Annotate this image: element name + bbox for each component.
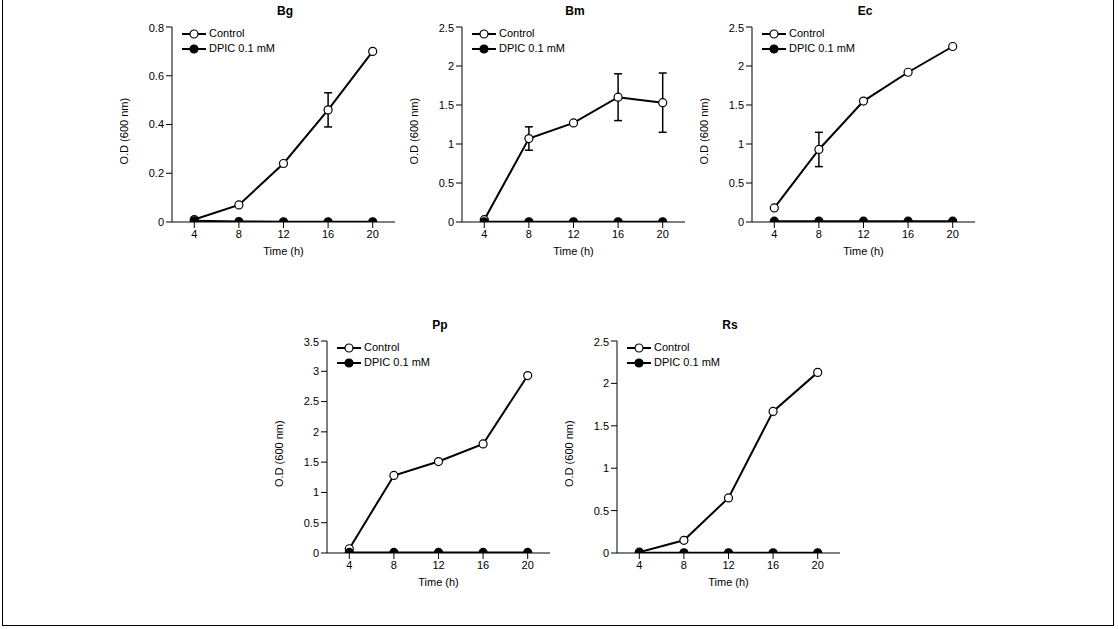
svg-text:2: 2	[603, 377, 609, 389]
html-text:Bg: Bg	[277, 4, 293, 18]
html-text:DPIC 0.1 mM: DPIC 0.1 mM	[209, 42, 275, 54]
svg-text:16: 16	[612, 228, 624, 240]
svg-text:12: 12	[857, 228, 869, 240]
svg-text:0.4: 0.4	[149, 118, 164, 130]
svg-text:1.5: 1.5	[439, 99, 454, 111]
svg-text:8: 8	[681, 559, 687, 571]
svg-text:12: 12	[722, 559, 734, 571]
svg-text:3: 3	[313, 365, 319, 377]
svg-text:0.5: 0.5	[729, 177, 744, 189]
svg-text:Time (h): Time (h)	[418, 576, 459, 588]
svg-text:1.5: 1.5	[729, 99, 744, 111]
svg-text:8: 8	[391, 559, 397, 571]
svg-text:O.D (600 nm): O.D (600 nm)	[120, 98, 130, 165]
svg-text:Time (h): Time (h)	[263, 245, 304, 257]
svg-text:16: 16	[767, 559, 779, 571]
html-text:Ec: Ec	[857, 4, 873, 18]
svg-text:0.6: 0.6	[149, 70, 164, 82]
svg-text:4: 4	[771, 228, 777, 240]
html-text:Control: Control	[364, 341, 400, 353]
html-text:DPIC 0.1 mM: DPIC 0.1 mM	[654, 356, 720, 368]
svg-text:0.5: 0.5	[594, 505, 609, 517]
svg-text:2.5: 2.5	[729, 22, 744, 34]
html-text:DPIC 0.1 mM: DPIC 0.1 mM	[499, 42, 565, 54]
html-text:Bm: Bm	[565, 4, 585, 18]
svg-text:0: 0	[603, 547, 609, 559]
svg-text:1.5: 1.5	[594, 420, 609, 432]
svg-text:8: 8	[236, 228, 242, 240]
svg-text:O.D (600 nm): O.D (600 nm)	[565, 420, 575, 487]
svg-text:20: 20	[812, 559, 824, 571]
html-text:Control: Control	[209, 27, 245, 39]
svg-text:8: 8	[526, 228, 532, 240]
svg-text:2: 2	[313, 426, 319, 438]
svg-text:4: 4	[636, 559, 642, 571]
svg-text:O.D (600 nm): O.D (600 nm)	[275, 420, 285, 487]
svg-text:12: 12	[567, 228, 579, 240]
svg-text:2.5: 2.5	[594, 336, 609, 348]
svg-text:20: 20	[657, 228, 669, 240]
svg-text:20: 20	[522, 559, 534, 571]
html-text:Control: Control	[654, 341, 690, 353]
svg-text:4: 4	[346, 559, 352, 571]
svg-text:0: 0	[448, 216, 454, 228]
svg-text:O.D (600 nm): O.D (600 nm)	[700, 98, 710, 165]
svg-text:1: 1	[603, 462, 609, 474]
html-text:DPIC 0.1 mM: DPIC 0.1 mM	[789, 42, 855, 54]
svg-text:4: 4	[481, 228, 487, 240]
svg-text:1: 1	[738, 138, 744, 150]
svg-text:0.5: 0.5	[439, 177, 454, 189]
svg-text:20: 20	[367, 228, 379, 240]
svg-text:O.D (600 nm): O.D (600 nm)	[410, 98, 420, 165]
svg-text:Time (h): Time (h)	[708, 576, 749, 588]
svg-text:1.5: 1.5	[304, 456, 319, 468]
svg-text:0.8: 0.8	[149, 22, 164, 34]
svg-text:2.5: 2.5	[304, 395, 319, 407]
svg-text:Time (h): Time (h)	[553, 245, 594, 257]
svg-text:1: 1	[448, 138, 454, 150]
svg-text:0.2: 0.2	[149, 167, 164, 179]
svg-text:16: 16	[902, 228, 914, 240]
svg-text:2.5: 2.5	[439, 22, 454, 34]
svg-text:2: 2	[448, 60, 454, 72]
svg-text:12: 12	[432, 559, 444, 571]
svg-text:0.5: 0.5	[304, 517, 319, 529]
svg-text:0: 0	[158, 216, 164, 228]
svg-text:4: 4	[191, 228, 197, 240]
svg-text:16: 16	[477, 559, 489, 571]
html-text:DPIC 0.1 mM: DPIC 0.1 mM	[364, 356, 430, 368]
svg-text:16: 16	[322, 228, 334, 240]
html-text:Control: Control	[789, 27, 825, 39]
svg-text:3.5: 3.5	[304, 336, 319, 348]
svg-text:12: 12	[277, 228, 289, 240]
svg-text:0: 0	[313, 547, 319, 559]
html-text:Control: Control	[499, 27, 535, 39]
html-text:Pp: Pp	[432, 318, 448, 332]
svg-text:2: 2	[738, 60, 744, 72]
html-text:Rs: Rs	[722, 318, 738, 332]
svg-text:8: 8	[816, 228, 822, 240]
svg-text:Time (h): Time (h)	[843, 245, 884, 257]
svg-text:1: 1	[313, 486, 319, 498]
svg-text:0: 0	[738, 216, 744, 228]
svg-text:20: 20	[947, 228, 959, 240]
